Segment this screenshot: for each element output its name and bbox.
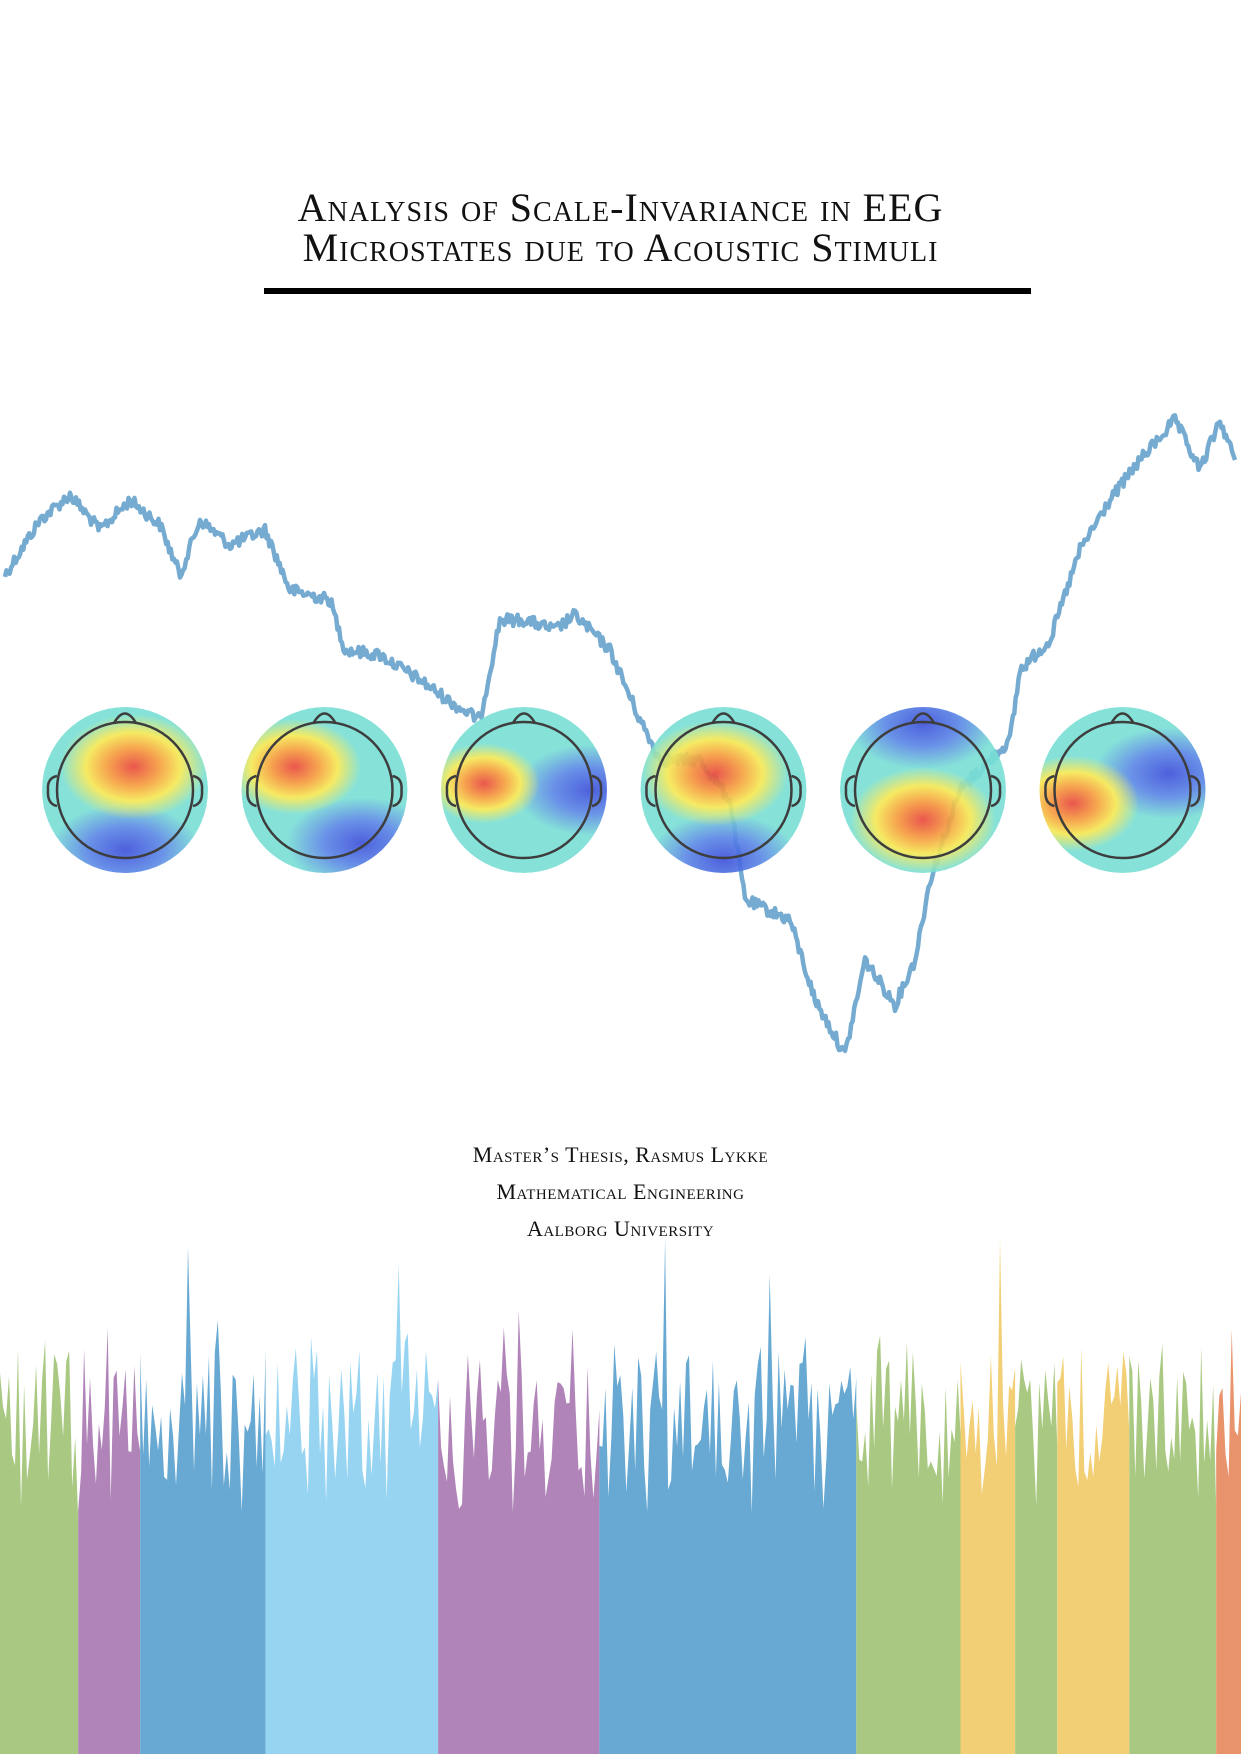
title-line-1: Analysis of Scale-Invariance in EEG <box>297 185 944 230</box>
title-rule <box>264 288 1031 294</box>
topomap-6 <box>1039 707 1206 873</box>
programme-line: Mathematical Engineering <box>496 1179 745 1204</box>
title-line-2: Microstates due to Acoustic Stimuli <box>302 225 939 270</box>
sequence-segment-4 <box>265 1264 439 1754</box>
sequence-segment-2 <box>78 1327 141 1754</box>
sequence-segment-5 <box>438 1310 600 1754</box>
sequence-segment-6 <box>599 1238 857 1754</box>
byline-block: Master’s Thesis, Rasmus Lykke Mathematic… <box>0 1136 1241 1247</box>
sequence-segment-3 <box>140 1246 266 1754</box>
walk-line <box>2 413 1238 1054</box>
university-line: Aalborg University <box>526 1216 715 1241</box>
sequence-segment-9 <box>1015 1359 1058 1754</box>
sequence-segment-10 <box>1057 1347 1130 1754</box>
microstate-sequence-bars <box>0 1238 1241 1754</box>
topomap-2 <box>241 707 408 873</box>
thesis-author-line: Master’s Thesis, Rasmus Lykke <box>472 1142 769 1167</box>
topomap-4 <box>640 707 807 873</box>
topomap-1 <box>42 707 208 873</box>
title-block: Analysis of Scale-Invariance in EEG Micr… <box>0 188 1241 268</box>
sequence-segment-11 <box>1129 1344 1217 1754</box>
sequence-segment-1 <box>0 1340 79 1754</box>
topomap-3 <box>441 707 607 873</box>
sequence-segment-12 <box>1216 1329 1241 1754</box>
topomap-5 <box>840 707 1006 873</box>
sequence-segment-8 <box>960 1238 1016 1754</box>
sequence-segment-7 <box>856 1335 961 1754</box>
